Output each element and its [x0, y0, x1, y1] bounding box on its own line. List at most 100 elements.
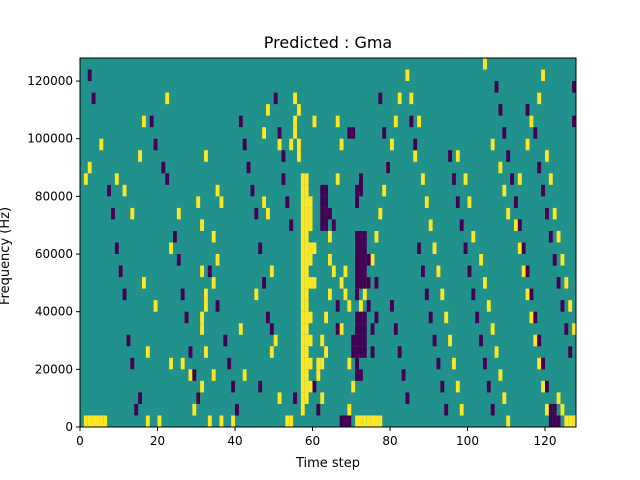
- heatmap-cell-high: [145, 346, 150, 358]
- heatmap-cell-high: [254, 288, 259, 301]
- heatmap-cell-high: [300, 196, 305, 208]
- heatmap-cell-high: [300, 219, 305, 231]
- heatmap-cell-high: [269, 346, 274, 358]
- heatmap-cell-high: [304, 392, 309, 404]
- heatmap-cell-high: [304, 346, 309, 358]
- heatmap-cell-high: [452, 357, 456, 370]
- heatmap-cell-high: [556, 392, 561, 404]
- heatmap-cell-high: [556, 230, 561, 243]
- heatmap-cell-high: [293, 127, 297, 139]
- heatmap-cell-high: [502, 184, 507, 197]
- heatmap-cell-low: [455, 196, 460, 208]
- heatmap-cell-high: [436, 265, 441, 278]
- heatmap-cell-high: [273, 334, 278, 347]
- heatmap-cell-high: [432, 242, 437, 255]
- y-tick-label: 20000: [35, 362, 73, 376]
- chart-title: Predicted : Gma: [264, 33, 392, 52]
- heatmap-cell-low: [556, 415, 561, 427]
- heatmap-cell-high: [320, 357, 325, 370]
- heatmap-cell-high: [145, 415, 150, 427]
- heatmap-cell-high: [548, 173, 553, 185]
- heatmap-cell-high: [545, 150, 549, 162]
- heatmap-cell-low: [533, 127, 538, 139]
- heatmap-cell-high: [339, 277, 344, 289]
- heatmap-cell-low: [351, 334, 356, 347]
- heatmap-cell-high: [219, 415, 224, 427]
- heatmap-cell-high: [409, 92, 414, 105]
- axes-layer: 0 20 40 60 80 100 120 0 20000 40000 60000 80000 1000…: [27, 57, 577, 448]
- heatmap-cell-high: [130, 207, 135, 220]
- heatmap-cell-low: [359, 323, 363, 335]
- heatmap-cell-high: [486, 300, 491, 312]
- heatmap-cell-high: [114, 173, 119, 185]
- heatmap-cell-high: [192, 403, 197, 416]
- heatmap-cell-low: [285, 196, 290, 208]
- heatmap-cell-high: [300, 392, 305, 404]
- heatmap-cell-high: [417, 115, 421, 128]
- heatmap-cell-low: [355, 346, 359, 358]
- heatmap-cell-low: [289, 219, 294, 231]
- heatmap-cell-low: [378, 92, 383, 105]
- heatmap-cell-high: [324, 311, 328, 324]
- x-tick-label: 120: [534, 434, 557, 448]
- heatmap-cell-low: [428, 311, 433, 324]
- heatmap-cell-low: [436, 357, 441, 370]
- heatmap-cell-high: [525, 288, 530, 301]
- y-tick-label: 80000: [35, 189, 73, 203]
- heatmap-cell-low: [409, 115, 414, 128]
- heatmap-cell-low: [362, 334, 367, 347]
- heatmap-cell-high: [335, 173, 340, 185]
- heatmap-cell-low: [390, 300, 394, 312]
- heatmap-cell-low: [483, 357, 487, 370]
- heatmap-cell-low: [421, 265, 425, 278]
- heatmap-cell-high: [83, 173, 88, 185]
- heatmap-cell-low: [192, 369, 197, 381]
- heatmap-cell-low: [235, 403, 239, 416]
- heatmap-cell-high: [188, 369, 193, 381]
- heatmap-cell-high: [362, 288, 367, 301]
- heatmap-cell-low: [153, 138, 158, 151]
- heatmap-cell-high: [87, 415, 92, 427]
- heatmap-cell-high: [308, 254, 313, 266]
- heatmap-cell-low: [355, 196, 359, 208]
- heatmap-cell-high: [343, 288, 348, 301]
- heatmap-cell-high: [297, 104, 301, 116]
- heatmap-cell-low: [359, 311, 363, 324]
- heatmap-cell-high: [339, 323, 344, 335]
- heatmap-cell-low: [490, 403, 495, 416]
- heatmap-cell-high: [300, 207, 305, 220]
- y-tick-label: 0: [65, 420, 73, 434]
- heatmap-cell-high: [138, 150, 142, 162]
- heatmap-cell-low: [548, 230, 553, 243]
- heatmap-cell-low: [134, 403, 139, 416]
- heatmap-cell-low: [405, 392, 410, 404]
- heatmap-cell-low: [207, 265, 212, 278]
- heatmap-cell-low: [324, 219, 328, 231]
- heatmap-cell-high: [153, 300, 158, 312]
- heatmap-cell-low: [107, 184, 111, 197]
- heatmap-cell-high: [514, 219, 518, 231]
- heatmap-cell-low: [525, 104, 530, 116]
- heatmap-cell-high: [262, 127, 266, 139]
- heatmap-cell-high: [521, 265, 526, 278]
- heatmap-cell-high: [176, 207, 181, 220]
- heatmap-cell-high: [316, 357, 321, 370]
- heatmap-cell-high: [304, 219, 309, 231]
- heatmap-cell-high: [308, 380, 313, 393]
- heatmap-cell-high: [200, 311, 204, 324]
- heatmap-cell-low: [362, 323, 367, 335]
- heatmap-cell-high: [304, 196, 309, 208]
- heatmap-cell-high: [293, 115, 297, 128]
- heatmap-cell-high: [289, 415, 294, 427]
- heatmap-cell-high: [359, 300, 363, 312]
- heatmap-cell-high: [304, 357, 309, 370]
- heatmap-cell-low: [362, 242, 367, 255]
- heatmap-cell-low: [548, 415, 553, 427]
- heatmap-cell-low: [359, 346, 363, 358]
- heatmap-cell-low: [351, 127, 356, 139]
- heatmap-cell-high: [308, 242, 313, 255]
- heatmap-cell-low: [359, 277, 363, 289]
- heatmap-cell-high: [428, 219, 433, 231]
- heatmap-cell-high: [300, 242, 305, 255]
